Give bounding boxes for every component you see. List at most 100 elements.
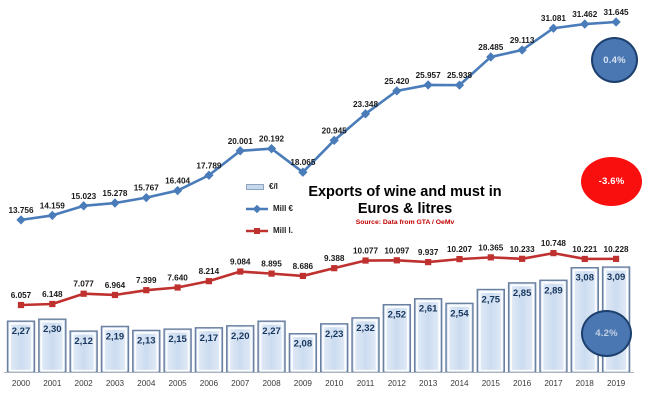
mill-label-2018: 31.462	[572, 10, 597, 19]
mill-point-2001	[47, 210, 57, 221]
bar-value-label-2000: 2,27	[12, 326, 31, 337]
mill-l-point-2012	[393, 257, 400, 264]
mill-l-label-2008: 8.895	[261, 260, 282, 269]
mill-l-point-2005	[174, 284, 181, 291]
mill-l-point-2003	[111, 291, 119, 299]
mill-point-2010	[329, 135, 339, 146]
bar-2015	[476, 288, 505, 373]
bar-value-label-2001: 2,30	[43, 324, 62, 335]
year-label-2003: 2003	[106, 379, 125, 388]
mill-label-2009: 18.065	[290, 158, 315, 167]
mill-label-2000: 13.756	[8, 206, 33, 215]
bar-bevel-2013	[416, 300, 441, 372]
year-label-2015: 2015	[482, 379, 501, 388]
year-label-2016: 2016	[513, 379, 532, 388]
badge-mill-litre-change: -3.6%	[581, 157, 642, 206]
year-label-2017: 2017	[544, 379, 563, 388]
line-square-swatch-icon	[246, 226, 268, 236]
mill-l-point-2002	[80, 290, 87, 297]
bar-2012	[382, 303, 412, 373]
mill-l-point-2009	[299, 272, 306, 280]
mill-l-label-2003: 6.964	[105, 281, 126, 290]
mill-l-label-2006: 8.214	[199, 267, 220, 276]
mill-l-label-2016: 10.233	[510, 245, 535, 254]
bar-value-label-2003: 2,19	[106, 331, 125, 342]
bar-value-label-2013: 2,61	[419, 304, 438, 315]
legend-label-mill-litre: Mill l.	[273, 226, 293, 235]
year-label-2000: 2000	[12, 379, 31, 388]
chart-title-block: Exports of wine and must in Euros & litr…	[293, 184, 517, 226]
bar-2002	[69, 330, 98, 373]
legend-label-price-per-litre: €/l	[269, 182, 278, 191]
bar-value-label-2011: 2,32	[356, 323, 375, 334]
year-label-2007: 2007	[231, 379, 250, 388]
mill-l-label-2010: 9.388	[324, 254, 345, 263]
mill-label-2012: 25.420	[384, 77, 409, 86]
bar-value-label-2006: 2,17	[200, 333, 219, 344]
mill-label-2010: 20.945	[322, 126, 347, 135]
mill-label-2017: 31.081	[541, 14, 566, 23]
bar-swatch-icon	[246, 183, 264, 191]
bar-value-label-2008: 2,27	[262, 326, 281, 337]
bar-value-label-2015: 2,75	[482, 295, 501, 306]
year-label-2009: 2009	[294, 379, 313, 388]
mill-l-point-2006	[205, 278, 213, 285]
mill-l-point-2008	[268, 270, 275, 277]
mill-point-2003	[110, 198, 120, 208]
bar-value-label-2019: 3,09	[607, 272, 626, 283]
mill-point-2019	[611, 17, 621, 27]
mill-label-2016: 29.113	[510, 36, 535, 45]
mill-point-2000	[16, 215, 26, 225]
year-label-2018: 2018	[576, 379, 595, 388]
bar-2016	[507, 282, 537, 373]
mill-label-2003: 15.278	[102, 189, 127, 198]
legend-item-mill-litre: Mill l.	[246, 225, 293, 236]
bar-bevel-2000	[8, 322, 34, 372]
year-label-2013: 2013	[419, 379, 438, 388]
year-label-2014: 2014	[450, 379, 469, 388]
mill-l-point-2011	[362, 257, 369, 264]
badge-price-change-text: 4.2%	[595, 328, 618, 339]
legend-item-price-per-litre: €/l	[246, 181, 293, 192]
mill-l-point-2017	[550, 250, 557, 257]
year-label-2004: 2004	[137, 379, 156, 388]
bar-bevel-2011	[353, 319, 378, 372]
mill-point-2006	[204, 170, 214, 180]
mill-l-label-2015: 10.365	[478, 243, 503, 252]
mill-point-2007	[235, 146, 245, 156]
mill-label-2011: 23.348	[353, 100, 378, 109]
mill-l-point-2004	[143, 287, 150, 294]
chart-legend: €/l Mill € Mill l.	[246, 181, 293, 236]
mill-point-2013	[423, 80, 433, 90]
mill-l-point-2007	[237, 268, 244, 275]
bar-bevel-2010	[322, 325, 347, 372]
chart-source-note: Source: Data from GTA / OeMv	[355, 219, 455, 227]
bar-2013	[413, 298, 443, 373]
mill-point-2014	[454, 80, 465, 90]
mill-line	[19, 20, 618, 222]
bar-bevel-2017	[541, 281, 566, 372]
mill-l-label-2013: 9.937	[418, 248, 439, 257]
bar-bevel-2002	[71, 332, 96, 372]
mill-label-2015: 28.485	[478, 43, 503, 52]
year-label-2011: 2011	[357, 379, 375, 388]
mill-l-label-2019: 10.228	[604, 245, 629, 254]
mill-point-2008	[266, 144, 277, 154]
bar-bevel-2016	[510, 284, 535, 372]
mill-l-label-2007: 9.084	[230, 258, 251, 267]
bar-2007	[226, 325, 255, 373]
bar-value-label-2009: 2,08	[294, 339, 313, 350]
mill-l-point-2019	[612, 255, 620, 262]
bar-value-label-2014: 2,54	[450, 308, 469, 319]
bar-bevel-2005	[165, 330, 190, 372]
badge-mill-litre-change-text: -3.6%	[598, 176, 625, 187]
badge-mill-euro-change: 0.4%	[591, 37, 638, 83]
bar-bevel-2014	[447, 304, 472, 372]
mill-label-2007: 20.001	[228, 137, 253, 146]
mill-l-point-2000	[17, 301, 25, 309]
bar-value-label-2017: 2,89	[544, 285, 563, 296]
bar-value-label-2005: 2,15	[168, 334, 187, 345]
mill-l-label-2002: 7.077	[73, 280, 94, 289]
mill-label-2014: 25.938	[447, 71, 472, 80]
